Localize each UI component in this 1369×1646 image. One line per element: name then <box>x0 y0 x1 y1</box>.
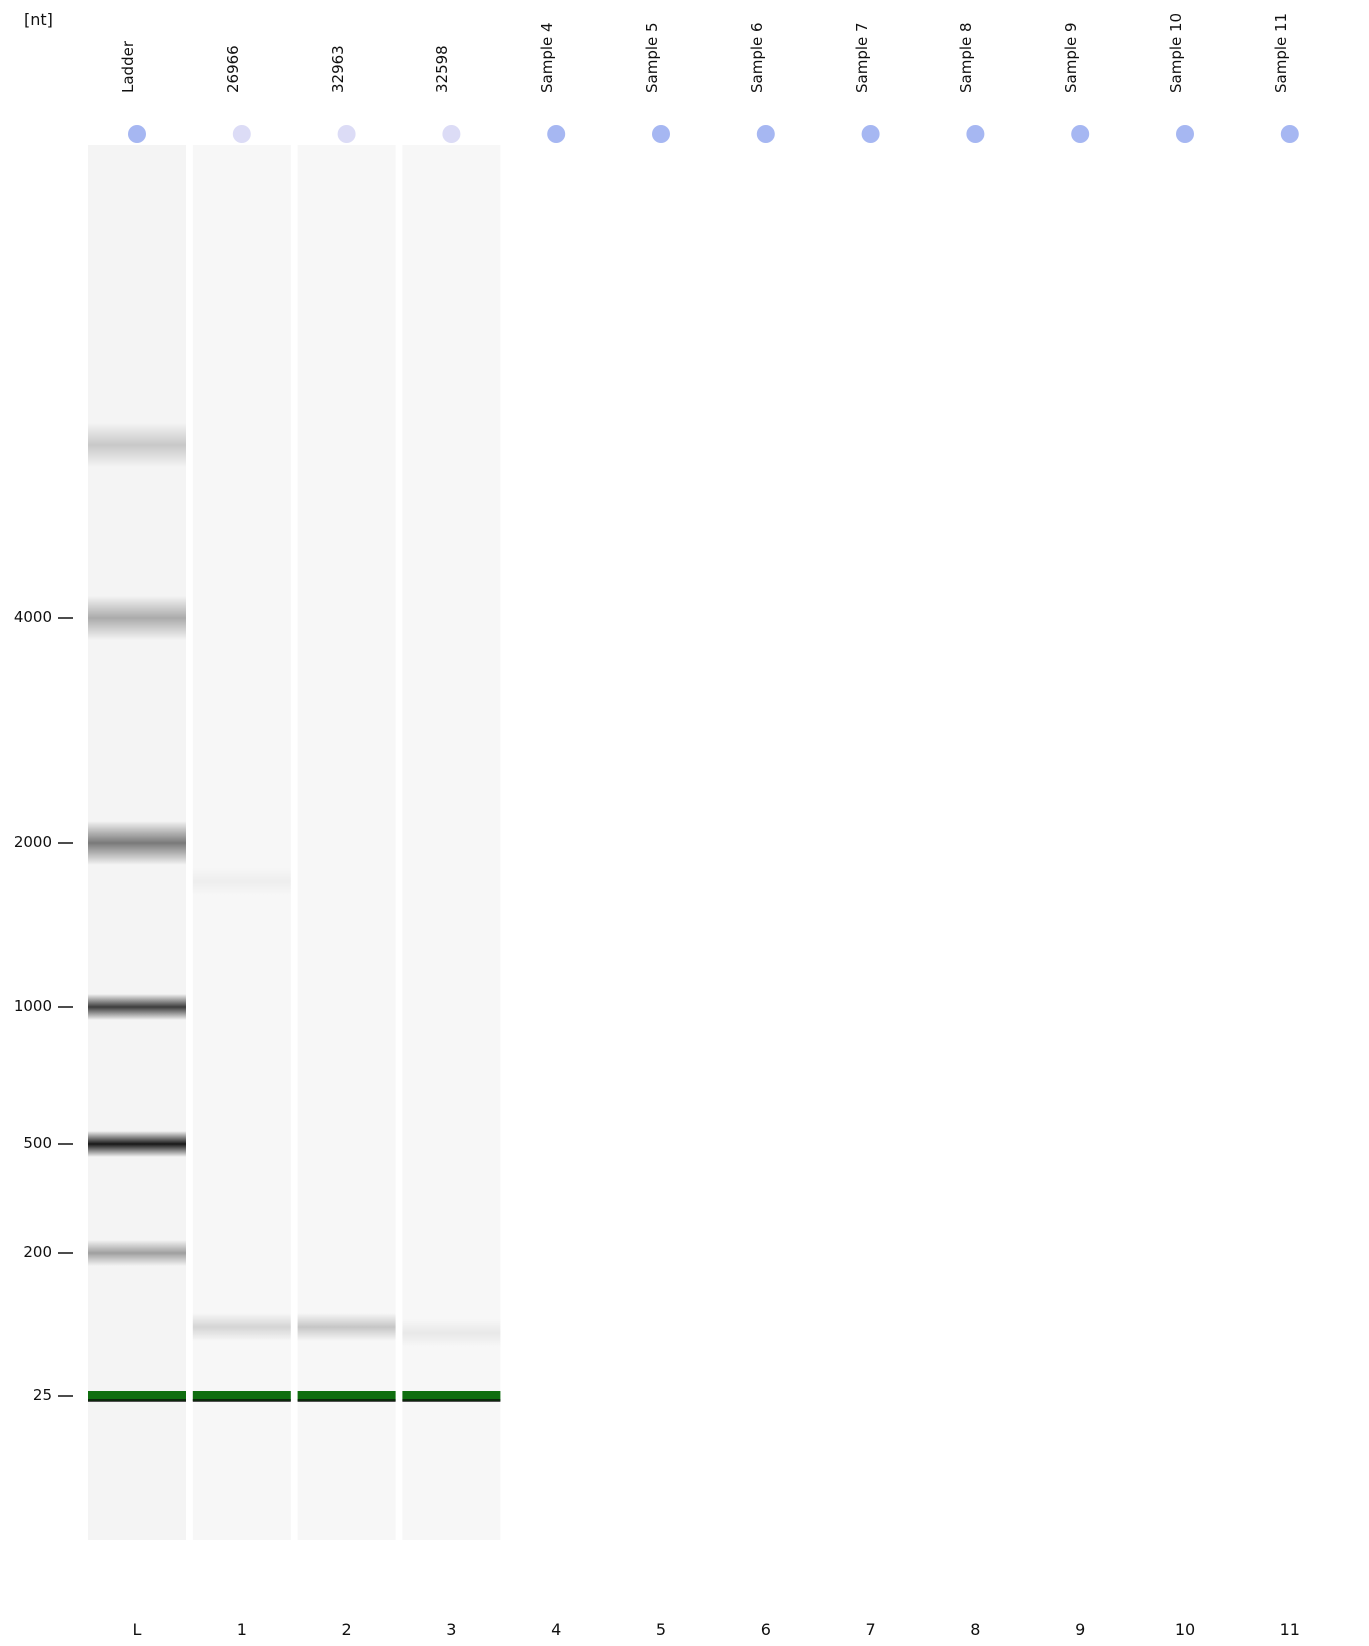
lane-2-band-0 <box>297 1313 396 1341</box>
lane-l-band-3 <box>88 994 186 1020</box>
y-tick-label-500: 500 <box>23 1134 52 1152</box>
lane-1-band-1 <box>192 867 291 896</box>
lane-3-lower-marker-edge <box>402 1399 501 1402</box>
y-tick-label-200: 200 <box>23 1243 52 1261</box>
lane-l-number: L <box>132 1620 142 1639</box>
lane-1-number: 1 <box>236 1620 247 1639</box>
lane-l-lower-marker <box>88 1391 186 1401</box>
lane-3-lower-marker <box>402 1391 501 1401</box>
lane-7-number: 7 <box>865 1620 876 1639</box>
lane-11-number: 11 <box>1279 1620 1300 1639</box>
lane-2-marker-dot <box>337 125 356 143</box>
lane-3-band-0 <box>402 1319 501 1347</box>
lane-l-lower-marker-edge <box>88 1399 186 1402</box>
lane-3-marker-dot <box>442 125 461 143</box>
lane-10-number: 10 <box>1174 1620 1196 1639</box>
lane-7-marker-dot <box>861 125 880 143</box>
lane-1-lower-marker-edge <box>192 1399 291 1402</box>
lane-9-number: 9 <box>1075 1620 1086 1639</box>
lane-8-number: 8 <box>970 1620 981 1639</box>
lane-l-band-1 <box>88 596 186 640</box>
lane-l-band-4 <box>88 1131 186 1157</box>
y-tick-label-25: 25 <box>32 1386 52 1404</box>
lane-8-marker-dot <box>966 125 985 143</box>
lane-1-lower-marker <box>192 1391 291 1401</box>
lane-4-number: 4 <box>551 1620 562 1639</box>
y-tick-label-4000: 4000 <box>13 608 52 626</box>
lane-l-band-5 <box>88 1240 186 1266</box>
lane-5-number: 5 <box>655 1620 667 1639</box>
lane-10-marker-dot <box>1176 125 1194 143</box>
y-tick-label-2000: 2000 <box>13 833 52 851</box>
y-tick-label-1000: 1000 <box>13 997 52 1015</box>
lane-l-marker-dot <box>128 125 146 143</box>
lane-4-marker-dot <box>547 125 566 143</box>
lane-11-marker-dot <box>1280 125 1299 143</box>
lane-2-lower-marker-edge <box>297 1399 396 1402</box>
lane-2-lower-marker <box>297 1391 396 1401</box>
lane-l-band-0 <box>88 423 186 467</box>
lane-9-marker-dot <box>1071 125 1090 143</box>
lane-2-background <box>297 145 396 1540</box>
lane-6-number: 6 <box>760 1620 771 1639</box>
lane-3-background <box>402 145 501 1540</box>
lane-6-marker-dot <box>756 125 775 143</box>
lane-2-number: 2 <box>341 1620 352 1639</box>
lane-3-number: 3 <box>446 1620 457 1639</box>
lane-1-band-0 <box>192 1313 291 1341</box>
lane-5-marker-dot <box>652 125 670 143</box>
lane-1-background <box>192 145 291 1540</box>
lane-1-marker-dot <box>232 125 251 143</box>
lane-l-band-2 <box>88 821 186 865</box>
unit-label: [nt] <box>24 10 53 29</box>
